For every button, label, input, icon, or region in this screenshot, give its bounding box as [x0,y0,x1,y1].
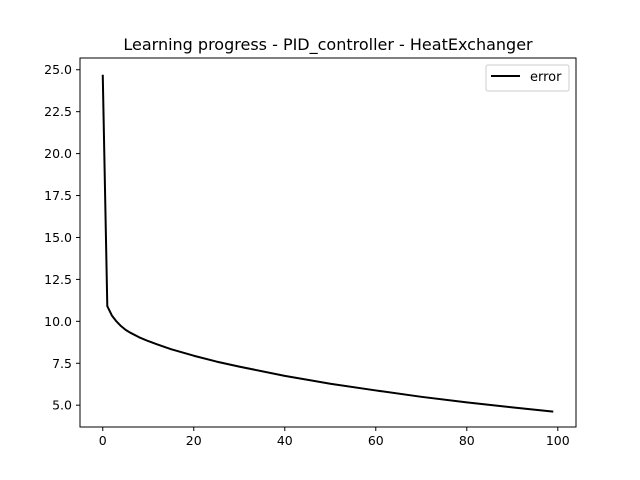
legend: error [485,64,570,92]
y-tick-label: 12.5 [44,272,72,287]
axes-frame [79,57,577,428]
y-tick-label: 7.5 [52,356,72,371]
x-tick-label: 100 [546,433,570,448]
y-tick-label: 22.5 [44,104,72,119]
x-tick-label: 80 [459,433,475,448]
y-tick-label: 25.0 [44,62,72,77]
legend-label-error: error [530,70,562,85]
x-tick-label: 60 [368,433,384,448]
y-tick-label: 17.5 [44,188,72,203]
axes: 0 20 40 60 80 100 5.0 7.5 10.0 12.5 15.0 17.5 20.0 22… [44,57,577,448]
plot-area [101,74,554,413]
x-tick-label: 0 [99,433,107,448]
y-tick-label: 10.0 [44,314,72,329]
x-tick-label: 20 [186,433,202,448]
legend-box [485,64,570,92]
series-line-error [101,74,554,413]
x-tick-label: 40 [277,433,293,448]
chart-title: Learning progress - PID_controller - Hea… [123,35,533,55]
y-tick-label: 20.0 [44,146,72,161]
y-tick-label: 5.0 [52,398,72,413]
y-tick-label: 15.0 [44,230,72,245]
